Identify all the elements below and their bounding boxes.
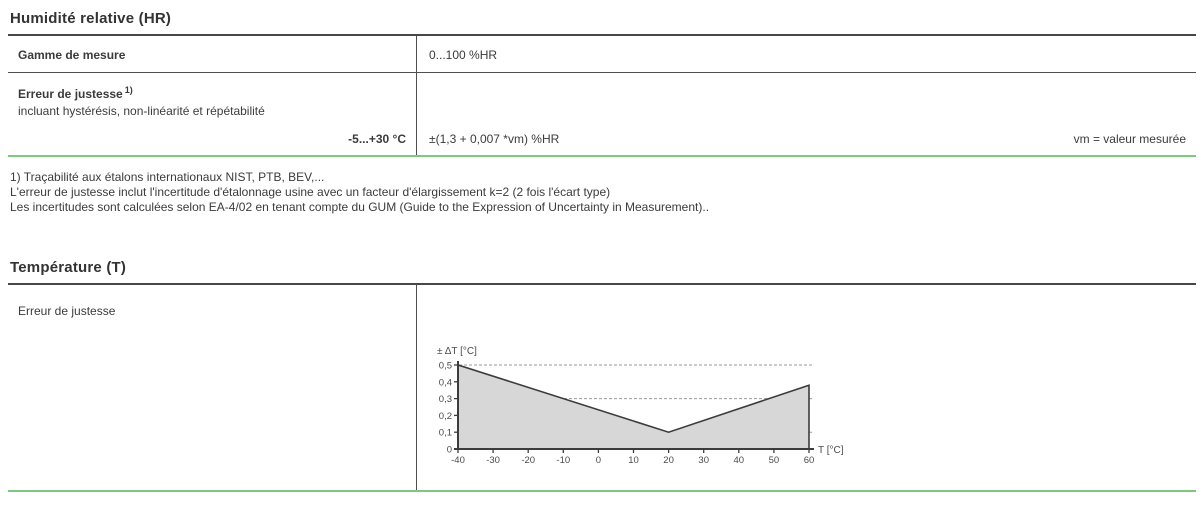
chart-cell: 0 0,1 0,2 0,3 0,4 0,5 -40 -30 -20 -10 0 10 20 30 40 50 6…: [417, 285, 1196, 490]
svg-text:20: 20: [663, 455, 674, 466]
footnotes: 1) Traçabilité aux étalons internationau…: [10, 170, 1196, 215]
row-value: ±(1,3 + 0,007 *vm) %HR: [429, 132, 560, 146]
table-row: Erreur de justesse 1) incluant hystérésis…: [8, 72, 1196, 155]
row-value: 0...100 %HR: [429, 48, 498, 62]
svg-text:± ΔT [°C]: ± ΔT [°C]: [437, 346, 477, 357]
footnote-line: L'erreur de justesse inclut l'incertitud…: [10, 185, 611, 199]
svg-text:-40: -40: [451, 455, 465, 466]
footnote-line: 1) Traçabilité aux étalons internationau…: [10, 170, 325, 184]
svg-text:0,5: 0,5: [439, 361, 452, 372]
svg-text:-10: -10: [556, 455, 570, 466]
section-title-humidity: Humidité relative (HR): [10, 10, 172, 27]
row-label-cell: Gamme de mesure: [8, 36, 417, 72]
datasheet-page: Humidité relative (HR) Gamme de mesure 0…: [8, 10, 1196, 492]
svg-text:-20: -20: [521, 455, 535, 466]
svg-text:60: 60: [804, 455, 815, 466]
svg-text:10: 10: [628, 455, 639, 466]
svg-text:30: 30: [698, 455, 709, 466]
svg-text:0,4: 0,4: [439, 377, 452, 388]
svg-text:0,1: 0,1: [439, 428, 452, 439]
accuracy-chart: 0 0,1 0,2 0,3 0,4 0,5 -40 -30 -20 -10 0 10 20 30 40 50 6…: [437, 346, 844, 466]
svg-text:0,2: 0,2: [439, 411, 452, 422]
row-value-cell: ±(1,3 + 0,007 *vm) %HR vm = valeur mesur…: [417, 73, 1196, 155]
row-label: Erreur de justesse: [18, 304, 116, 318]
row-label-cell: Erreur de justesse: [8, 285, 417, 490]
humidity-table: Gamme de mesure 0...100 %HR Erreur de ju…: [8, 34, 1196, 157]
row-note: vm = valeur mesurée: [1073, 132, 1186, 146]
row-sublabel: incluant hystérésis, non-linéarité et ré…: [18, 104, 265, 118]
svg-text:-30: -30: [486, 455, 500, 466]
svg-text:0: 0: [447, 445, 452, 456]
row-label: Gamme de mesure: [18, 48, 126, 62]
row-label-cell: Erreur de justesse 1) incluant hystérésis…: [8, 73, 417, 155]
table-row: Gamme de mesure 0...100 %HR: [8, 36, 1196, 72]
table-row: Erreur de justesse 0 0,1 0,2 0,3 0,4 0,5 -40 -3…: [8, 285, 1196, 490]
row-label: Erreur de justesse 1): [18, 85, 133, 101]
section-title-temperature: Température (T): [10, 259, 127, 276]
row-value-cell: 0...100 %HR: [417, 36, 1196, 72]
svg-text:50: 50: [769, 455, 780, 466]
svg-text:40: 40: [734, 455, 745, 466]
row-condition: -5...+30 °C: [348, 132, 406, 146]
svg-text:0: 0: [596, 455, 601, 466]
svg-text:T [°C]: T [°C]: [818, 445, 844, 456]
footnote-line: Les incertitudes sont calculées selon EA…: [10, 200, 710, 214]
temperature-table: Erreur de justesse 0 0,1 0,2 0,3 0,4 0,5 -40 -3…: [8, 283, 1196, 492]
footnote-marker: 1): [124, 85, 133, 95]
svg-text:0,3: 0,3: [439, 394, 452, 405]
